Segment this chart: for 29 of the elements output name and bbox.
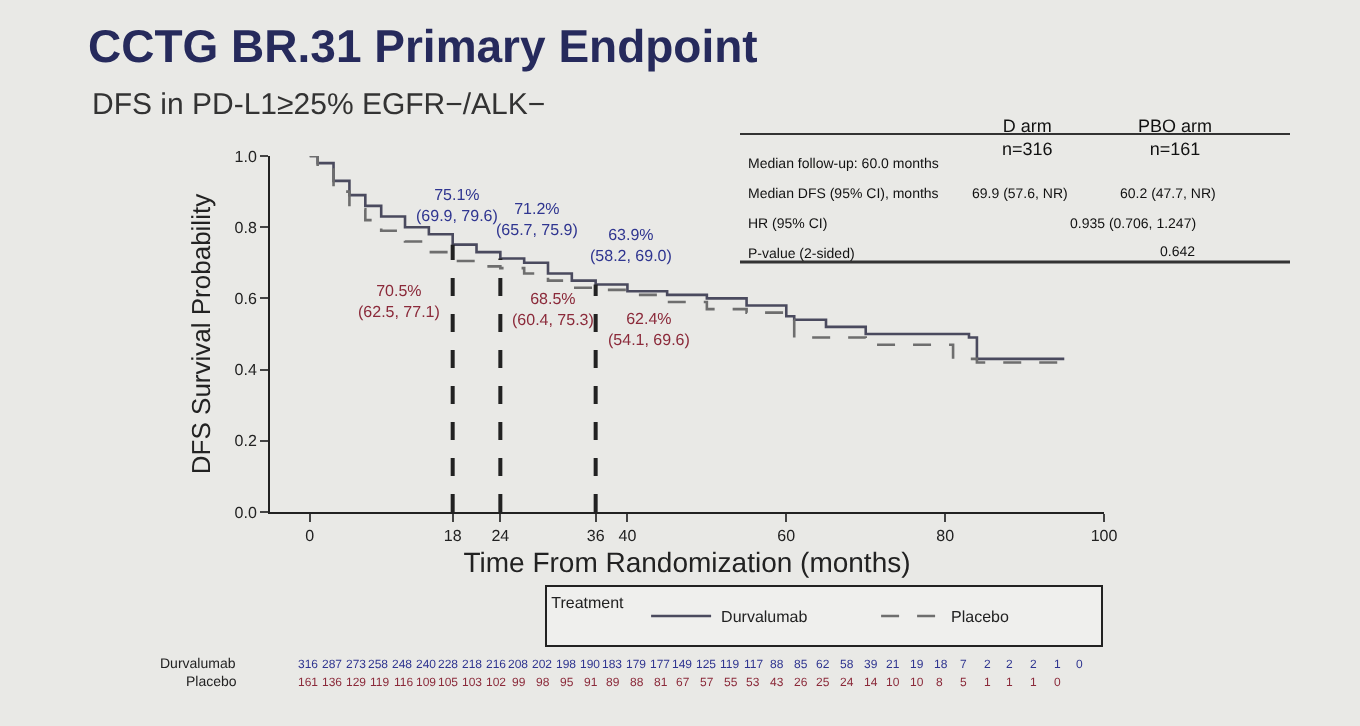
annotation: 63.9% (58.2, 69.0) bbox=[590, 226, 673, 265]
y-tick-label: 0.6 bbox=[234, 290, 258, 308]
y-tick-label: 0.0 bbox=[234, 503, 258, 522]
x-tick-label: 24 bbox=[491, 527, 511, 546]
annotation: 71.2% (65.7, 75.9) bbox=[496, 200, 579, 239]
x-tick-label: 18 bbox=[443, 527, 463, 546]
x-tick-label: 80 bbox=[936, 527, 956, 546]
x-axis-title: Time From Randomization (months) bbox=[463, 545, 911, 578]
annotation: 68.5% (60.4, 75.3) bbox=[512, 290, 595, 329]
legend-label: Durvalumab bbox=[721, 608, 809, 627]
y-tick-label: 0.8 bbox=[234, 218, 258, 237]
annotation: 62.4% (54.1, 69.6) bbox=[608, 310, 691, 349]
y-tick-label: 0.4 bbox=[234, 361, 258, 380]
x-tick-label: 100 bbox=[1090, 527, 1119, 546]
annotation: D arm n=316 bbox=[1002, 116, 1053, 160]
x-tick-label: 0 bbox=[305, 527, 316, 546]
x-tick-label: 36 bbox=[586, 527, 606, 546]
text: PBO arm n=161 bbox=[1138, 116, 1213, 160]
x-tick-label: 40 bbox=[618, 527, 638, 546]
y-axis-title: DFS Survival Probability bbox=[186, 192, 217, 475]
chart-title: CCTG BR.31 Primary Endpoint bbox=[88, 20, 758, 74]
annotation: 75.1% (69.9, 79.6) bbox=[416, 186, 499, 225]
x-tick-label: 60 bbox=[777, 527, 797, 546]
y-tick-label: 0.2 bbox=[234, 432, 258, 451]
chart-subtitle: DFS in PD-L1≥25% EGFR−/ALK− bbox=[92, 88, 546, 122]
legend-title: Treatment bbox=[551, 593, 626, 612]
y-tick-label: 1.0 bbox=[234, 147, 258, 166]
annotation: 70.5% (62.5, 77.1) bbox=[358, 282, 441, 321]
legend-label: Placebo bbox=[951, 608, 1011, 627]
